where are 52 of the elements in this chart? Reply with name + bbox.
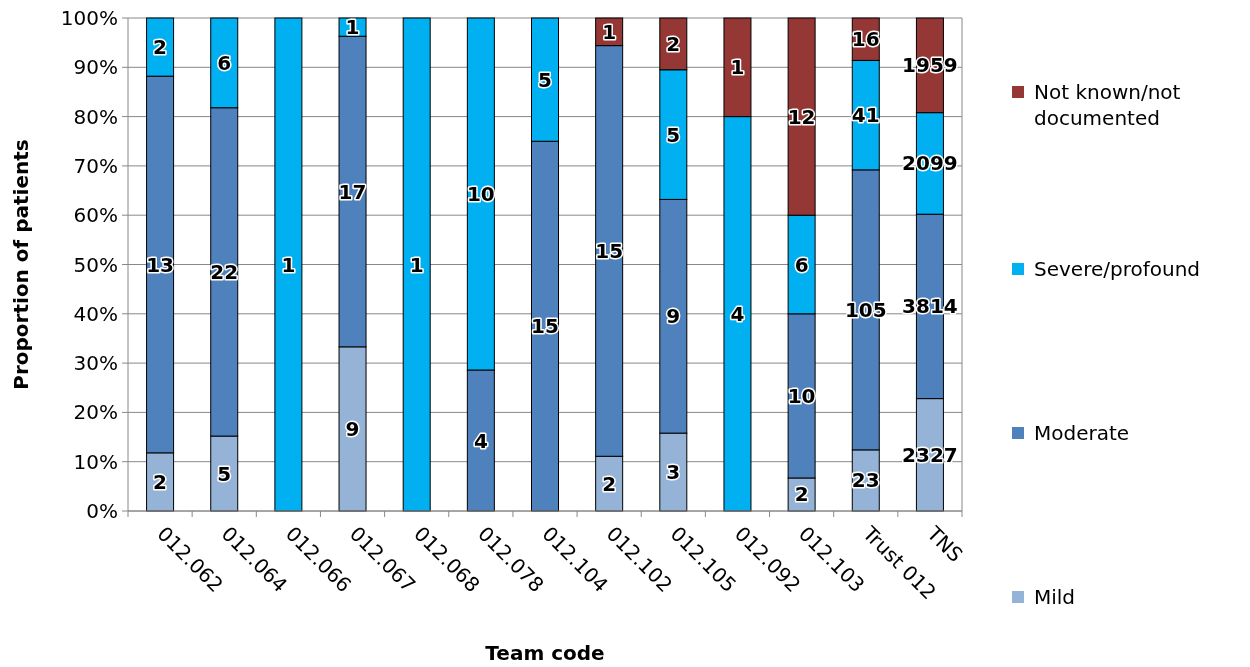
y-tick-label: 0%	[86, 499, 118, 523]
annotation: 1	[730, 55, 745, 80]
annotation: 15	[595, 238, 624, 263]
annotation: 17	[338, 179, 367, 204]
annotation: 2	[153, 469, 168, 494]
x-axis-title: Team code	[485, 641, 605, 665]
annotation: 1959	[902, 53, 958, 78]
annotation: 12	[787, 104, 816, 129]
annotation: 23	[851, 468, 880, 493]
y-tick-label: 100%	[60, 6, 118, 30]
annotation: 15	[531, 314, 559, 339]
annotation: 1	[409, 252, 424, 277]
annotation: 5	[538, 67, 552, 92]
y-tick-label: 80%	[73, 104, 118, 129]
y-tick-label: 40%	[73, 301, 118, 326]
y-tick-label: 50%	[73, 252, 118, 277]
annotation: 3814	[902, 294, 958, 319]
annotation: 2	[666, 31, 681, 56]
annotation: 4	[473, 428, 488, 453]
annotation: 2	[794, 482, 809, 507]
annotation: 2	[602, 471, 617, 496]
annotation: 2	[153, 35, 168, 60]
annotation: 2099	[902, 151, 958, 176]
y-tick-label: 30%	[73, 351, 118, 376]
y-axis-title: Proportion of patients	[9, 139, 33, 390]
y-tick-label: 70%	[73, 153, 118, 178]
annotation: 1	[281, 252, 296, 277]
annotation: 9	[666, 304, 681, 329]
annotation: 13	[146, 252, 174, 277]
annotation: 9	[345, 416, 360, 441]
annotation: 5	[666, 122, 681, 147]
bar	[402, 17, 431, 512]
annotation: 5	[217, 461, 232, 486]
annotation: 4	[730, 301, 745, 326]
annotation: 3	[666, 460, 681, 485]
y-tick-label: 90%	[73, 55, 118, 80]
annotation: 1	[345, 15, 360, 40]
legend-label: Moderate	[1034, 421, 1130, 445]
legend-label: Not known/not documented	[1034, 80, 1181, 130]
annotation: 16	[851, 27, 880, 52]
annotation: 22	[210, 259, 239, 284]
y-tick-label: 20%	[73, 400, 118, 425]
annotation: 1	[602, 19, 617, 44]
y-tick-label: 10%	[73, 449, 118, 474]
y-tick-label: 60%	[73, 203, 118, 228]
annotation: 6	[217, 50, 232, 75]
annotation: 10	[787, 383, 816, 408]
legend-label: Severe/profound	[1034, 257, 1201, 281]
annotation: 10	[466, 182, 495, 206]
bar	[274, 17, 303, 512]
annotation: 6	[794, 252, 809, 277]
legend-label: Mild	[1034, 585, 1076, 609]
